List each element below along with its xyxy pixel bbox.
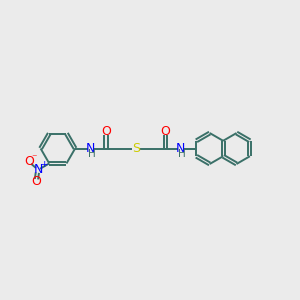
Text: O: O [24, 155, 34, 168]
Text: O: O [101, 125, 111, 138]
Text: O: O [32, 176, 41, 188]
Text: ⁻: ⁻ [32, 153, 37, 163]
Text: N: N [33, 164, 43, 176]
Text: N: N [86, 142, 95, 155]
Text: N: N [176, 142, 186, 155]
Text: S: S [132, 142, 140, 155]
Text: +: + [40, 160, 48, 169]
Text: O: O [160, 125, 170, 138]
Text: H: H [178, 149, 186, 159]
Text: H: H [88, 149, 95, 159]
